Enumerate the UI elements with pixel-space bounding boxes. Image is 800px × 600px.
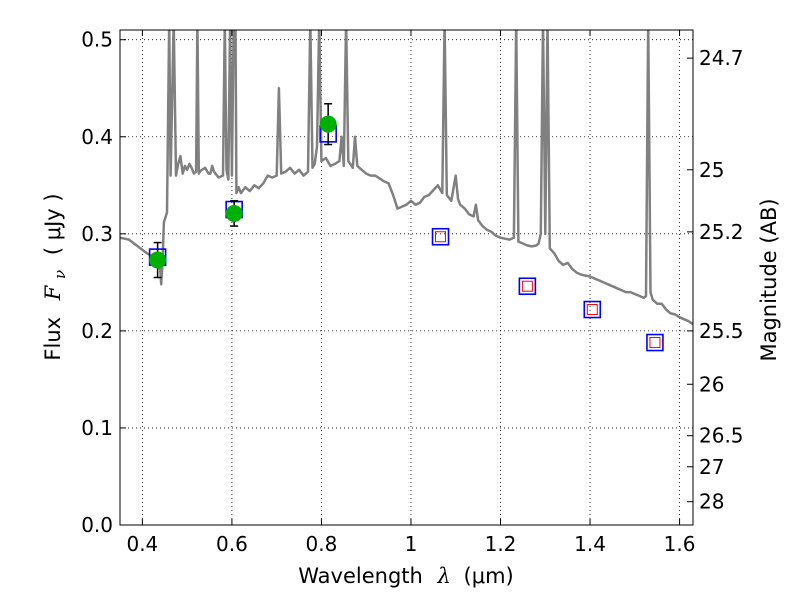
- x-tick-label: 1.6: [664, 532, 696, 556]
- limit-inner-square: [649, 337, 661, 349]
- y2-tick-label: 25: [699, 158, 724, 182]
- y2-tick-label: 26: [699, 372, 724, 396]
- observed-flux-point: [225, 204, 243, 222]
- y2-tick-label: 25.2: [699, 220, 744, 244]
- sed-line: [120, 30, 693, 326]
- x-tick-label: 1.4: [574, 532, 606, 556]
- y2-tick-label: 25.5: [699, 319, 744, 343]
- limit-inner-square: [521, 280, 533, 292]
- y2-tick-label: 24.7: [699, 46, 744, 70]
- marker-layer: [148, 103, 664, 352]
- x-tick-label: 1.2: [485, 532, 517, 556]
- y-tick-label: 0.1: [81, 416, 113, 440]
- y2-tick-label: 27: [699, 455, 724, 479]
- x-axis-label: Wavelength λ (μm): [298, 564, 513, 588]
- tick-layer: 0.4 0.6 0.8 1 1.2 1.4 1.6 0.0 0.1 0.2 0.3 0.4 0.5 24.…: [81, 28, 743, 556]
- y-axis-label: Flux F ν ( μJy ): [41, 193, 70, 360]
- model-flux-square: [583, 300, 602, 319]
- y2-tick-label: 26.5: [699, 424, 744, 448]
- limit-inner-square: [586, 304, 598, 316]
- x-tick-label: 0.4: [126, 532, 158, 556]
- y-tick-label: 0.4: [81, 125, 113, 149]
- limit-inner-square: [435, 231, 447, 243]
- y-tick-label: 0.2: [81, 319, 113, 343]
- model-flux-square: [518, 277, 537, 296]
- y-tick-label: 0.5: [81, 28, 113, 52]
- model-flux-square: [431, 227, 450, 246]
- x-tick-label: 1: [405, 532, 418, 556]
- y-tick-label: 0.3: [81, 222, 113, 246]
- y2-axis-label: Magnitude (AB): [757, 198, 781, 361]
- plot-frame: [119, 29, 694, 526]
- y2-tick-label: 28: [699, 490, 724, 514]
- y-tick-label: 0.0: [81, 513, 113, 537]
- sed-line-layer: [120, 30, 693, 326]
- grid-lines: [120, 30, 693, 526]
- x-tick-label: 0.8: [306, 532, 338, 556]
- observed-flux-point: [149, 251, 167, 269]
- x-tick-label: 0.6: [216, 532, 248, 556]
- observed-flux-point: [319, 115, 337, 133]
- model-flux-square: [646, 333, 664, 352]
